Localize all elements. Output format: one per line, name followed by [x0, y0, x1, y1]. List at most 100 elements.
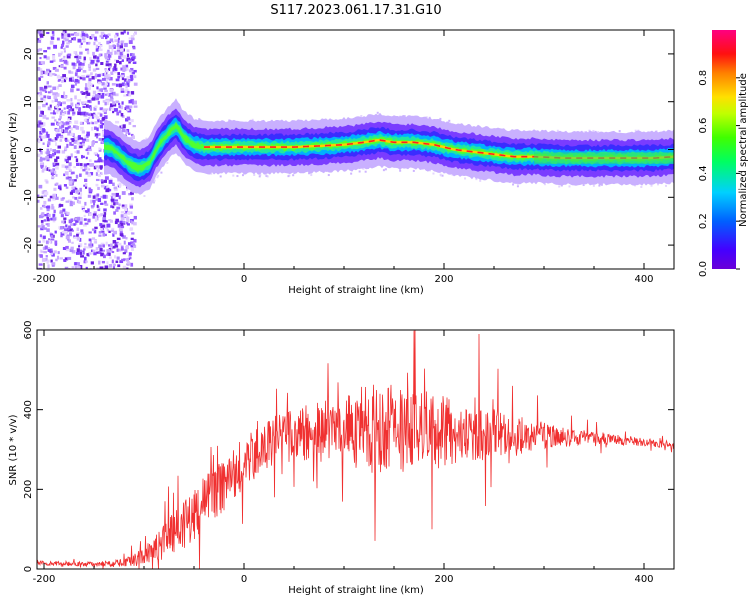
- speckle-point: [251, 118, 254, 121]
- noise-point: [116, 111, 120, 116]
- noise-point: [65, 186, 69, 189]
- noise-point: [76, 199, 80, 204]
- noise-point: [96, 59, 100, 63]
- speckle-point: [219, 175, 222, 178]
- noise-point: [113, 255, 117, 259]
- noise-point: [64, 230, 68, 235]
- noise-point: [65, 235, 70, 240]
- noise-point: [99, 120, 103, 124]
- noise-point: [110, 203, 114, 206]
- noise-point: [50, 238, 55, 241]
- noise-point: [126, 57, 131, 62]
- noise-point: [133, 82, 138, 86]
- noise-point: [115, 51, 118, 54]
- noise-point: [73, 51, 76, 54]
- noise-point: [96, 196, 99, 200]
- noise-point: [61, 150, 66, 154]
- noise-point: [63, 37, 67, 40]
- speckle-point: [265, 174, 268, 177]
- noise-point: [71, 62, 76, 66]
- noise-point: [130, 133, 134, 137]
- noise-point: [94, 241, 98, 244]
- speckle-point: [441, 174, 444, 177]
- noise-point: [69, 200, 73, 204]
- noise-point: [68, 199, 72, 203]
- noise-point: [126, 268, 130, 269]
- noise-point: [74, 218, 78, 221]
- noise-point: [108, 219, 112, 222]
- snr-series-line: [37, 330, 674, 569]
- noise-point: [46, 148, 50, 152]
- noise-point: [125, 105, 130, 109]
- noise-point: [63, 50, 66, 53]
- noise-point: [94, 194, 98, 199]
- noise-point: [76, 141, 80, 145]
- noise-point: [121, 258, 126, 262]
- noise-point: [90, 261, 94, 265]
- noise-point: [51, 253, 55, 257]
- noise-point: [111, 83, 116, 86]
- noise-point: [59, 139, 63, 142]
- noise-point: [121, 126, 124, 129]
- noise-point: [39, 38, 42, 41]
- noise-point: [122, 48, 126, 52]
- noise-point: [47, 95, 50, 99]
- noise-point: [119, 260, 124, 264]
- noise-point: [63, 55, 66, 58]
- noise-point: [130, 244, 134, 248]
- noise-point: [57, 251, 60, 255]
- speckle-point: [152, 181, 155, 184]
- noise-point: [59, 187, 62, 191]
- noise-point: [105, 188, 110, 193]
- noise-point: [40, 220, 44, 223]
- noise-point: [46, 133, 50, 138]
- noise-point: [55, 182, 59, 186]
- noise-point: [98, 244, 102, 249]
- noise-point: [85, 171, 89, 175]
- noise-point: [100, 31, 105, 35]
- noise-point: [39, 148, 42, 152]
- noise-point: [122, 265, 127, 269]
- noise-point: [82, 169, 86, 172]
- noise-point: [128, 252, 132, 256]
- noise-point: [74, 95, 77, 100]
- noise-point: [66, 99, 71, 102]
- noise-point: [79, 163, 83, 166]
- noise-point: [59, 211, 64, 214]
- noise-point: [99, 228, 103, 231]
- noise-point: [118, 110, 122, 114]
- noise-point: [95, 183, 99, 187]
- noise-point: [104, 53, 107, 58]
- noise-point: [111, 251, 115, 254]
- noise-point: [99, 44, 103, 48]
- noise-point: [37, 267, 40, 269]
- noise-point: [68, 162, 72, 167]
- noise-point: [87, 208, 90, 212]
- noise-point: [50, 169, 54, 173]
- noise-point: [86, 92, 91, 96]
- noise-point: [122, 252, 126, 255]
- noise-point: [120, 43, 124, 46]
- noise-point: [93, 201, 96, 206]
- noise-point: [131, 56, 136, 60]
- noise-point: [119, 230, 123, 235]
- noise-point: [103, 85, 107, 88]
- colorbar-tick-label: 0.2: [698, 213, 709, 229]
- noise-point: [67, 33, 71, 38]
- noise-point: [49, 248, 53, 252]
- noise-point: [115, 32, 119, 37]
- noise-point: [37, 124, 41, 128]
- noise-point: [130, 262, 134, 267]
- noise-point: [49, 60, 54, 63]
- noise-point: [101, 36, 104, 39]
- noise-point: [120, 216, 125, 221]
- noise-point: [37, 66, 41, 71]
- noise-point: [106, 261, 109, 265]
- noise-point: [68, 70, 72, 74]
- noise-point: [86, 88, 90, 91]
- noise-point: [81, 90, 84, 94]
- noise-point: [80, 255, 84, 258]
- noise-point: [106, 223, 111, 228]
- noise-point: [128, 61, 131, 64]
- noise-point: [104, 227, 109, 230]
